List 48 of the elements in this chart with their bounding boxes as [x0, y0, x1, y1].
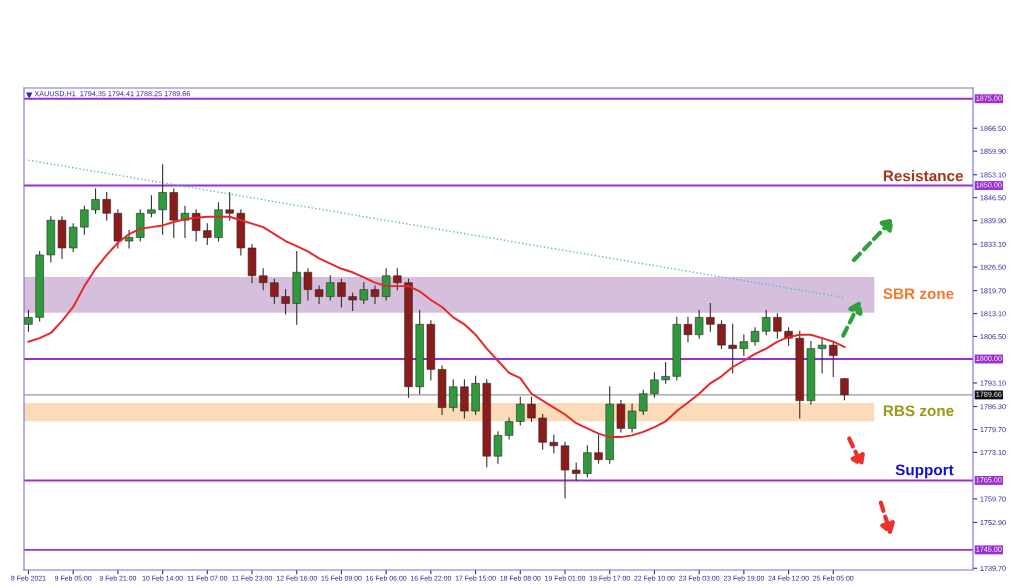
- candlestick: [303, 268, 313, 301]
- candlestick: [817, 337, 827, 374]
- candlestick: [694, 309, 704, 339]
- candlestick: [706, 302, 715, 332]
- candlestick: [739, 334, 749, 357]
- candlestick: [359, 282, 368, 305]
- candlestick: [326, 275, 335, 301]
- candlestick: [504, 417, 514, 440]
- candlestick: [259, 268, 268, 291]
- candlestick: [773, 313, 782, 339]
- candlestick: [829, 341, 838, 377]
- candlestick: [594, 434, 603, 464]
- candlestick: [717, 320, 726, 350]
- candlestick: [337, 278, 346, 308]
- text: Support: [895, 464, 954, 479]
- candlestick: [583, 445, 592, 478]
- candlestick: [527, 396, 536, 423]
- band-label: SBR zone: [883, 288, 954, 300]
- candlestick: [516, 396, 525, 426]
- candlestick: [381, 268, 391, 301]
- band-label: RBS zone: [883, 405, 954, 417]
- candlestick: [281, 289, 290, 315]
- candlestick: [449, 379, 458, 412]
- candlestick: [650, 372, 659, 398]
- candlestick: [683, 316, 693, 343]
- candlestick: [639, 389, 648, 416]
- candlestick: [147, 195, 156, 218]
- candlestick: [91, 188, 100, 214]
- candlestick: [493, 431, 503, 464]
- candlestick: [314, 285, 324, 305]
- candlestick: [370, 285, 380, 305]
- candlestick: [68, 223, 78, 252]
- candlestick: [80, 205, 89, 235]
- candlestick: [661, 361, 670, 384]
- candlestick: [393, 268, 402, 291]
- text: Resistance: [883, 170, 963, 182]
- candlestick: [124, 230, 134, 249]
- candlestick: [191, 209, 201, 242]
- candlestick: [158, 164, 167, 235]
- candlestick: [762, 309, 771, 336]
- candlestick: [102, 191, 111, 221]
- candlestick: [840, 377, 849, 401]
- candlestick: [270, 278, 279, 305]
- candlestick: [203, 223, 212, 246]
- candlestick: [225, 191, 234, 221]
- candlestick: [627, 403, 637, 433]
- candlestick: [728, 323, 737, 374]
- candlestick: [24, 309, 33, 332]
